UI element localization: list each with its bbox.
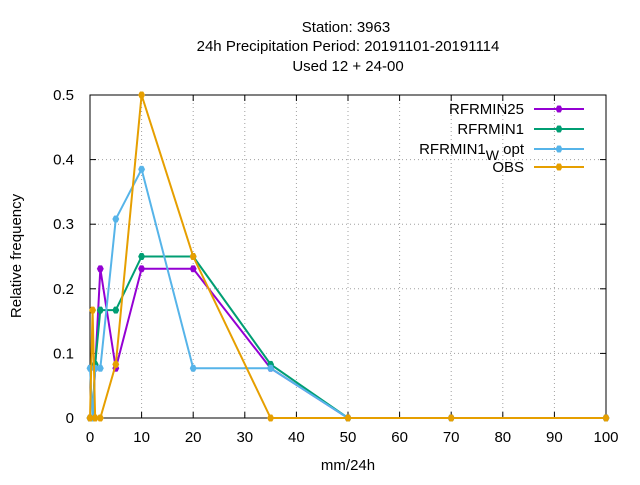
y-tick-label: 0.4 [53, 152, 74, 169]
legend-marker [555, 125, 563, 133]
legend-label: RFRMIN1 [457, 121, 524, 138]
data-point [96, 414, 104, 422]
chart-title-line-2: 24h Precipitation Period: 20191101-20191… [197, 38, 500, 55]
data-point [602, 414, 610, 422]
legend-label: RFRMIN1W opt [419, 141, 525, 163]
y-tick-label: 0.3 [53, 216, 74, 233]
data-point [267, 364, 275, 372]
x-tick-label: 100 [593, 429, 618, 446]
data-point [138, 165, 146, 173]
data-point [112, 215, 120, 223]
x-tick-label: 50 [340, 429, 357, 446]
chart-title-line-1: Station: 3963 [302, 19, 390, 36]
x-tick-label: 60 [391, 429, 408, 446]
data-point [96, 364, 104, 372]
x-tick-label: 90 [546, 429, 563, 446]
data-point [189, 265, 197, 273]
legend-marker [555, 163, 563, 171]
legend-label: RFRMIN25 [449, 101, 524, 118]
data-point [138, 253, 146, 260]
y-tick-label: 0 [66, 410, 74, 427]
y-axis-label: Relative frequency [8, 193, 25, 318]
data-point [189, 253, 197, 260]
x-tick-label: 10 [133, 429, 150, 446]
data-point [89, 306, 97, 314]
chart-title-line-3: Used 12 + 24-00 [292, 58, 403, 75]
x-tick-label: 80 [494, 429, 511, 446]
series-line [89, 168, 606, 419]
legend-entry: RFRMIN1W opt [419, 141, 584, 163]
x-tick-label: 40 [288, 429, 305, 446]
x-tick-label: 20 [185, 429, 202, 446]
y-tick-label: 0.1 [53, 345, 74, 362]
legend-marker [555, 145, 563, 153]
y-tick-label: 0.2 [53, 281, 74, 298]
data-point [267, 414, 275, 422]
legend-entry: OBS [492, 159, 584, 176]
series-line [90, 255, 606, 419]
series-group [86, 91, 610, 422]
series-4 [86, 91, 610, 422]
legend-label: OBS [492, 159, 524, 176]
data-point [138, 91, 146, 99]
data-point [112, 306, 120, 314]
x-tick-label: 0 [86, 429, 94, 446]
series-2 [86, 253, 610, 422]
data-point [189, 364, 197, 372]
x-tick-label: 70 [443, 429, 460, 446]
y-tick-label: 0.5 [53, 87, 74, 104]
series-3 [86, 165, 610, 422]
data-point [112, 360, 120, 368]
data-point [96, 265, 104, 273]
data-point [344, 414, 352, 422]
data-point [138, 265, 146, 273]
legend-marker [555, 105, 563, 113]
legend-entry: RFRMIN25 [449, 101, 584, 118]
axis-ticks: 0 10 20 30 40 50 60 70 80 90 100 0 0.1 0.2 0.3 0.4 0.5 [53, 87, 618, 446]
data-point [447, 414, 455, 422]
x-tick-label: 30 [236, 429, 253, 446]
chart-title: Station: 3963 24h Precipitation Period: … [197, 19, 500, 75]
legend-entry: RFRMIN1 [457, 121, 584, 138]
data-point [96, 306, 104, 314]
x-axis-label: mm/24h [321, 457, 375, 474]
